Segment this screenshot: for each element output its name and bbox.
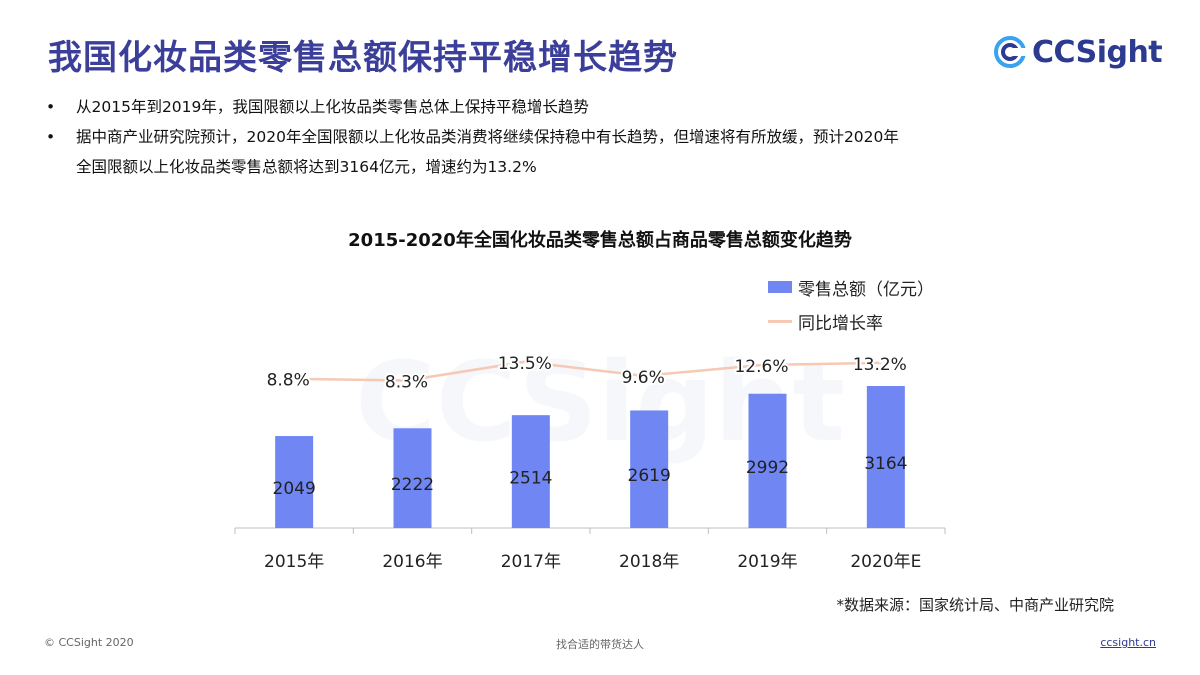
- bullet-text: 从2015年到2019年，我国限额以上化妆品类零售总体上保持平稳增长趋势: [76, 98, 589, 116]
- legend-label: 零售总额（亿元）: [798, 279, 934, 300]
- bar: [393, 428, 432, 528]
- x-tick-label: 2020年E: [850, 552, 921, 572]
- bar-value-label: 2992: [746, 458, 789, 478]
- chart-legend: 零售总额（亿元） 同比增长率: [768, 270, 934, 338]
- chart-title: 2015-2020年全国化妆品类零售总额占商品零售总额变化趋势: [348, 230, 852, 251]
- bullet-text: 据中商产业研究院预计，2020年全国限额以上化妆品类消费将继续保持稳中有长趋势，…: [76, 128, 899, 146]
- bar-value-label: 2049: [273, 479, 316, 499]
- legend-bar-swatch: [768, 281, 792, 293]
- growth-rate-point: [523, 360, 527, 364]
- bar: [866, 386, 905, 528]
- legend-item-bar: 零售总额（亿元）: [768, 270, 934, 304]
- growth-rate-label: 13.5%: [498, 354, 552, 374]
- growth-rate-point: [878, 361, 882, 365]
- bullet-dot: •: [46, 98, 56, 116]
- bar-value-label: 2514: [509, 469, 552, 489]
- growth-rate-label: 9.6%: [622, 368, 665, 388]
- bullet-list: • 从2015年到2019年，我国限额以上化妆品类零售总体上保持平稳增长趋势 •…: [46, 92, 1156, 182]
- growth-rate-point: [405, 379, 408, 383]
- legend-line-swatch: [768, 319, 792, 323]
- x-tick-label: 2018年: [619, 552, 679, 572]
- legend-label: 同比增长率: [798, 313, 883, 334]
- brand-name: CCSight: [1032, 34, 1163, 70]
- x-tick-label: 2019年: [737, 552, 797, 572]
- growth-rate-label: 12.6%: [734, 357, 788, 377]
- growth-rate-point: [641, 374, 645, 378]
- bar-value-label: 2222: [391, 475, 434, 495]
- bar-value-label: 2619: [628, 466, 671, 486]
- growth-rate-point: [286, 377, 290, 381]
- bullet-item: • 据中商产业研究院预计，2020年全国限额以上化妆品类消费将继续保持稳中有长趋…: [46, 122, 1156, 152]
- bar: [748, 393, 787, 528]
- legend-item-line: 同比增长率: [768, 304, 934, 338]
- x-tick-label: 2016年: [382, 552, 442, 572]
- source-note: *数据来源：国家统计局、中商产业研究院: [836, 596, 1114, 614]
- brand-logo[interactable]: CCSight: [992, 32, 1163, 72]
- growth-rate-point: [760, 363, 763, 367]
- growth-rate-label: 8.3%: [385, 373, 428, 393]
- bullet-item: • 从2015年到2019年，我国限额以上化妆品类零售总体上保持平稳增长趋势: [46, 92, 1156, 122]
- footer-slogan: 找合适的带货达人: [556, 638, 644, 651]
- bar: [275, 436, 314, 528]
- growth-rate-label: 13.2%: [853, 355, 907, 375]
- footer-copyright: © CCSight 2020: [44, 636, 134, 649]
- ccsight-logo-icon: [994, 36, 1028, 68]
- bar: [511, 415, 550, 528]
- footer-link[interactable]: ccsight.cn: [1100, 636, 1156, 649]
- x-tick-label: 2017年: [501, 552, 561, 572]
- bar: [630, 410, 669, 528]
- x-tick-label: 2015年: [264, 552, 324, 572]
- bullet-dot: •: [46, 128, 56, 146]
- bullet-item: 全国限额以上化妆品类零售总额将达到3164亿元，增速约为13.2%: [46, 152, 1156, 182]
- bar-value-label: 3164: [864, 454, 907, 474]
- bullet-text: 全国限额以上化妆品类零售总额将达到3164亿元，增速约为13.2%: [76, 158, 537, 176]
- growth-rate-label: 8.8%: [267, 371, 310, 391]
- growth-rate-line: [288, 360, 880, 382]
- page-title: 我国化妆品类零售总额保持平稳增长趋势: [48, 38, 678, 78]
